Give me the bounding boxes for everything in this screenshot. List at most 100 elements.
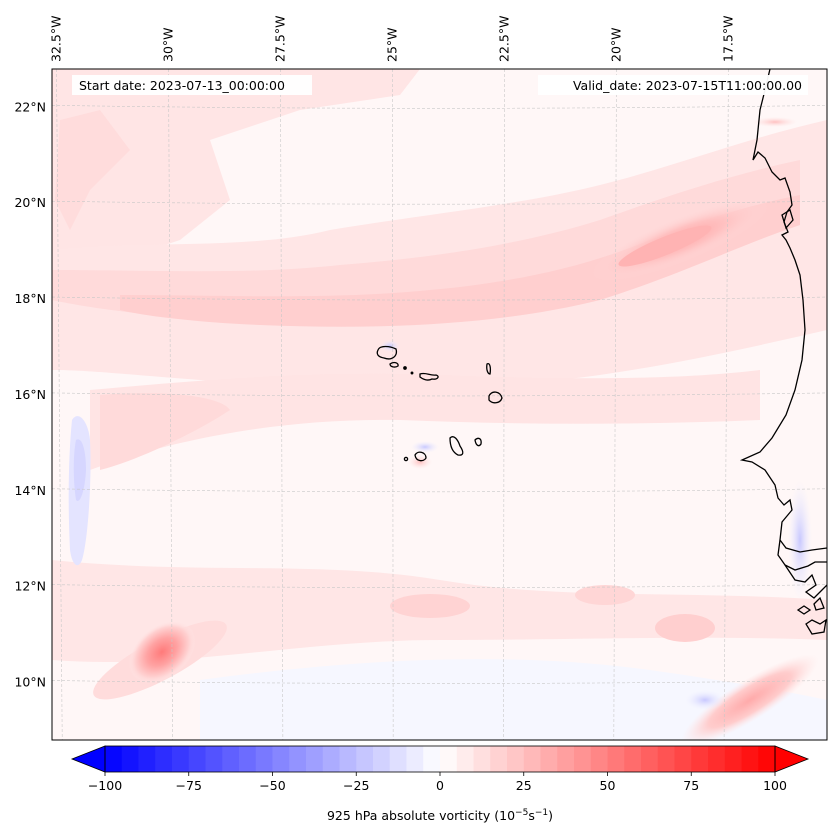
- field-contour: [655, 614, 715, 642]
- field-positive-spot: [408, 455, 432, 469]
- colorbar-bin: [624, 746, 642, 772]
- colorbar-bin: [574, 746, 592, 772]
- colorbar-bin: [507, 746, 525, 772]
- island-fogo: [414, 451, 427, 462]
- colorbar: −100 −75 −50 −25 0 25 50 75 100 925 hPa absolute…: [70, 745, 810, 823]
- colorbar-bin: [641, 746, 659, 772]
- colorbar-max-extension: [774, 745, 810, 773]
- island-maio: [474, 437, 482, 447]
- field-contour: [390, 594, 470, 618]
- colorbar-bin: [557, 746, 575, 772]
- longitude-label: 25°W: [384, 27, 399, 62]
- meridian-gridline: [56, 69, 63, 740]
- field-contour: [575, 585, 635, 605]
- colorbar-bin: [222, 746, 240, 772]
- latitude-label: 16°N: [14, 387, 46, 402]
- field-negative-region: [200, 659, 827, 740]
- colorbar-bin: [406, 746, 424, 772]
- coastline-inlet-north: [781, 208, 794, 230]
- colorbar-bin: [741, 746, 759, 772]
- coastline-africa: [739, 69, 827, 553]
- colorbar-tick-label: 100: [763, 778, 787, 793]
- latitude-labels: 22°N 20°N 18°N 16°N 14°N 12°N 10°N: [14, 99, 46, 689]
- parallel-gridline: [52, 296, 827, 301]
- colorbar-bin: [172, 746, 190, 772]
- island-sao-nicolau: [419, 372, 439, 381]
- coastlines: [376, 69, 827, 635]
- colorbar-bin: [456, 746, 474, 772]
- colorbar-tick-label: 50: [600, 778, 616, 793]
- start-date-label: Start date: 2023-07-13_00:00:00: [79, 78, 285, 93]
- colorbar-bin: [473, 746, 491, 772]
- colorbar-min-extension: [70, 745, 106, 773]
- island-santo-antao: [376, 345, 398, 360]
- colorbar-bin: [239, 746, 257, 772]
- colorbar-bin: [121, 746, 139, 772]
- field-negative-spot: [380, 340, 400, 352]
- colorbar-tick-label: 0: [436, 778, 444, 793]
- parallel-gridline: [52, 200, 827, 205]
- island-boa-vista: [488, 391, 503, 404]
- island-sao-vicente: [389, 361, 399, 368]
- island-sal: [486, 362, 492, 375]
- field-contour: [55, 110, 130, 230]
- colorbar-tick-label: −100: [88, 778, 122, 793]
- colorbar-tick-label: −50: [259, 778, 285, 793]
- parallel-gridline: [52, 488, 827, 493]
- gridlines: [52, 69, 827, 740]
- colorbar-bin: [138, 746, 156, 772]
- meridian-gridline: [723, 69, 729, 740]
- colorbar-bin: [758, 746, 776, 772]
- parallel-gridline: [52, 584, 827, 588]
- meridian-gridline: [613, 69, 617, 740]
- meridian-gridline: [280, 69, 284, 740]
- vorticity-max-southeast: [681, 654, 819, 740]
- colorbar-bin: [724, 746, 742, 772]
- colorbar-bin: [691, 746, 709, 772]
- colorbar-bin: [155, 746, 173, 772]
- coastline-guinea-bissau: [784, 564, 827, 599]
- vorticity-field: [52, 69, 827, 740]
- field-positive-spot: [753, 117, 797, 127]
- field-contour: [100, 393, 230, 470]
- colorbar-tick-label: 25: [516, 778, 532, 793]
- meridian-gridline: [168, 69, 173, 740]
- start-date-box: Start date: 2023-07-13_00:00:00: [72, 75, 312, 95]
- colorbar-bin: [339, 746, 357, 772]
- field-negative-spot: [411, 441, 439, 453]
- longitude-label: 32.5°W: [48, 16, 63, 62]
- colorbar-tick-label: −75: [176, 778, 202, 793]
- colorbar-bin: [540, 746, 558, 772]
- island-santiago: [449, 436, 464, 456]
- colorbar-bin: [657, 746, 675, 772]
- island-santa-luzia: [403, 366, 407, 370]
- colorbar-bin: [440, 746, 458, 772]
- colorbar-bin: [373, 746, 391, 772]
- longitude-label: 17.5°W: [720, 16, 735, 62]
- colorbar-bin: [322, 746, 340, 772]
- meridian-gridline: [503, 69, 505, 740]
- colorbar-bin: [674, 746, 692, 772]
- field-negative-spot: [788, 480, 812, 600]
- longitude-labels: 32.5°W 30°W 27.5°W 25°W 22.5°W 20°W 17.5°W: [48, 16, 735, 62]
- latitude-label: 22°N: [14, 99, 46, 114]
- colorbar-bin: [255, 746, 273, 772]
- longitude-label: 30°W: [160, 27, 175, 62]
- colorbar-label: 925 hPa absolute vorticity (10−5s−1): [327, 808, 553, 823]
- latitude-label: 20°N: [14, 195, 46, 210]
- parallel-gridline: [52, 680, 827, 684]
- colorbar-bin: [523, 746, 541, 772]
- parallel-gridline: [52, 392, 827, 397]
- field-negative-spot: [685, 690, 725, 710]
- colorbar-bin: [105, 746, 123, 772]
- coastline-gambia-senegal: [777, 539, 827, 571]
- colorbar-tick-label: 75: [683, 778, 699, 793]
- longitude-label: 22.5°W: [496, 16, 511, 62]
- colorbar-bin: [490, 746, 508, 772]
- longitude-label: 20°W: [608, 27, 623, 62]
- field-negative-strip-core: [73, 439, 86, 501]
- latitude-label: 14°N: [14, 483, 46, 498]
- colorbar-bin: [188, 746, 206, 772]
- vorticity-max-southwest: [128, 620, 196, 684]
